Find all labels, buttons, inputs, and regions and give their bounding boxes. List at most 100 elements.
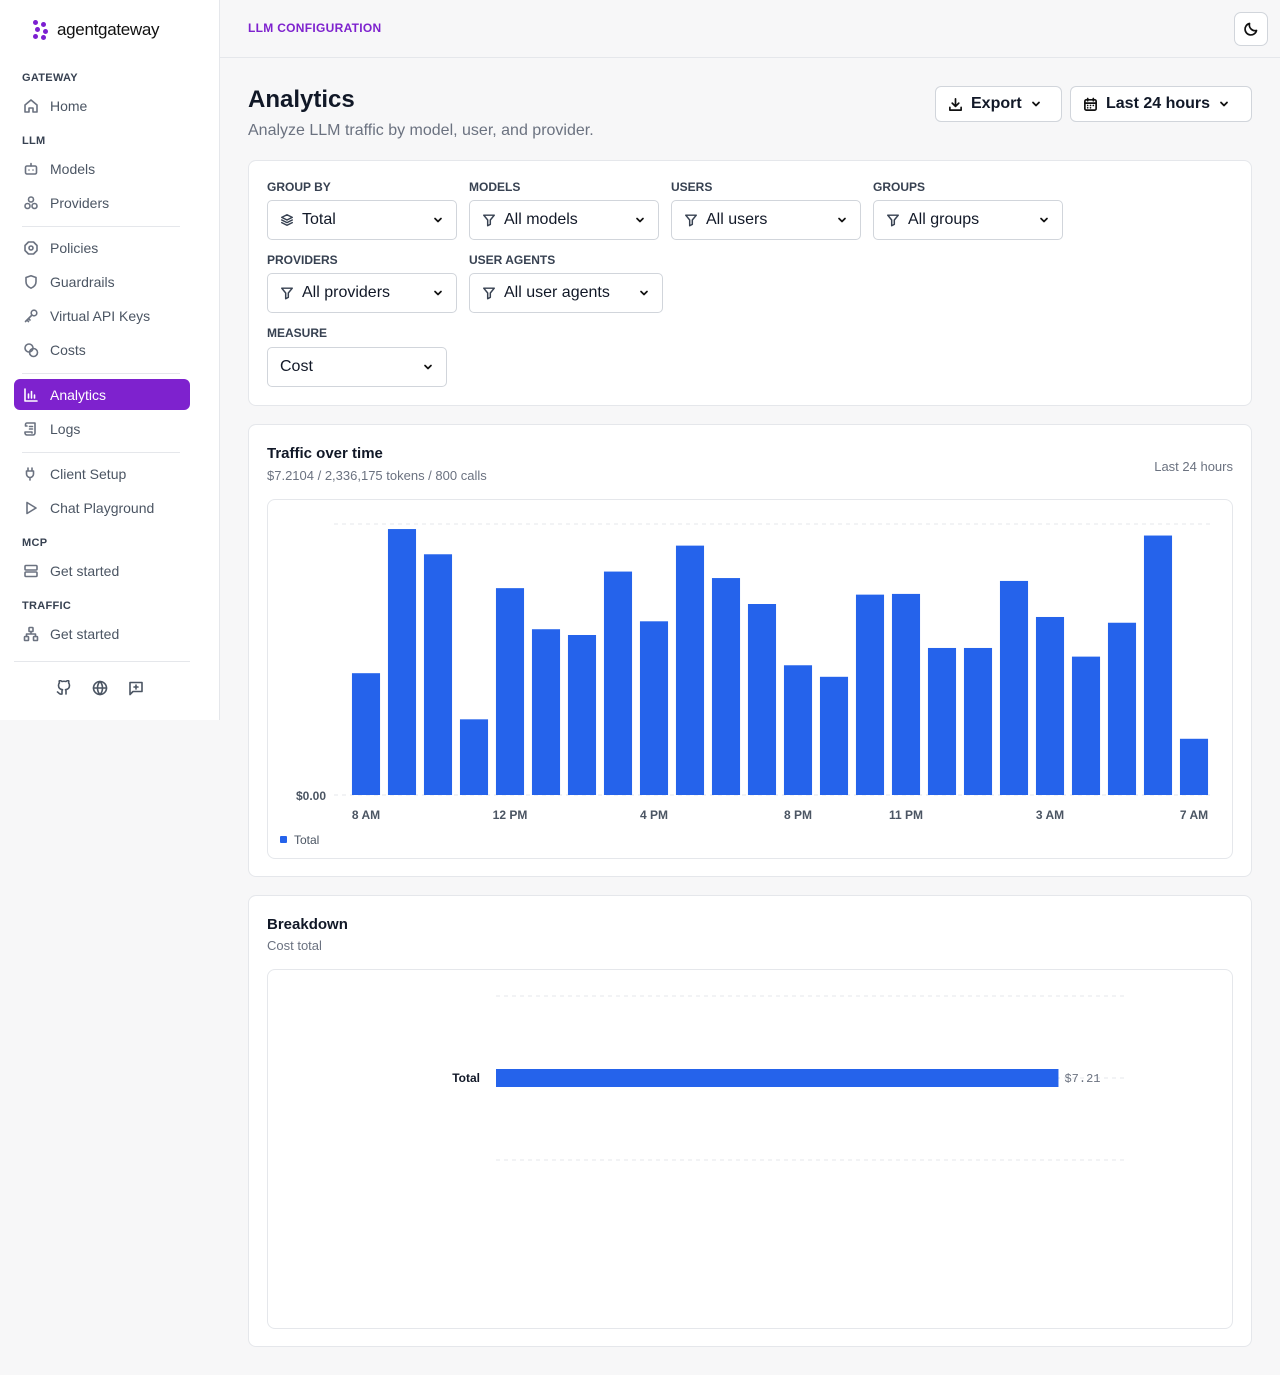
- category-label: Total: [452, 1071, 480, 1085]
- breakdown-bar: [496, 1069, 1059, 1087]
- measure-select[interactable]: Cost: [267, 347, 447, 387]
- sidebar-item-guardrails[interactable]: Guardrails: [14, 266, 190, 297]
- user-agents-value: All user agents: [504, 284, 610, 301]
- sidebar-item-providers[interactable]: Providers: [14, 187, 190, 218]
- users-label: USERS: [671, 180, 713, 194]
- chart-bar: [711, 578, 741, 795]
- chart-bar: [567, 634, 597, 795]
- boxes-icon: [24, 195, 38, 209]
- octagon-icon: [24, 240, 38, 255]
- brand-logo[interactable]: agentgateway: [33, 20, 160, 40]
- chevron-down-icon: [434, 217, 442, 223]
- page-title: Analytics: [248, 86, 355, 113]
- globe-icon[interactable]: [92, 680, 108, 701]
- measure-value: Cost: [280, 358, 313, 375]
- sidebar-footer: [56, 679, 144, 701]
- chart-bar: [855, 594, 885, 795]
- sidebar-divider: [22, 226, 180, 227]
- sidebar-item-label: Virtual API Keys: [50, 307, 151, 324]
- sidebar-item-analytics[interactable]: Analytics: [14, 379, 190, 410]
- traffic-title: Traffic over time: [267, 445, 383, 462]
- chart-bar: [459, 719, 489, 795]
- section-llm: LLM: [22, 135, 46, 147]
- sidebar-item-models[interactable]: Models: [14, 153, 190, 184]
- legend-swatch: [280, 836, 287, 843]
- chart-bar: [603, 571, 633, 795]
- legend-label: Total: [294, 833, 319, 847]
- brand-name: agentgateway: [57, 20, 160, 39]
- chart-bar: [783, 665, 813, 795]
- sidebar-item-virtual-api-keys[interactable]: Virtual API Keys: [14, 300, 190, 331]
- sidebar-item-logs[interactable]: Logs: [14, 413, 190, 444]
- section-gateway: GATEWAY: [22, 72, 78, 84]
- providers-label: PROVIDERS: [267, 253, 338, 267]
- filter-icon: [887, 214, 899, 227]
- theme-toggle-button[interactable]: [1234, 12, 1268, 46]
- y-tick-label: $0.00: [296, 789, 326, 803]
- chevron-down-icon: [640, 290, 648, 296]
- chart-bar: [495, 588, 525, 795]
- export-label: Export: [971, 95, 1022, 112]
- chart-bar: [1071, 656, 1101, 795]
- group-by-select[interactable]: Total: [267, 200, 457, 240]
- sidebar-item-chat-playground[interactable]: Chat Playground: [14, 492, 190, 523]
- breakdown-subtitle: Cost total: [267, 938, 322, 953]
- providers-select[interactable]: All providers: [267, 273, 457, 313]
- x-tick-label: 12 PM: [493, 808, 528, 822]
- chart-bar: [531, 629, 561, 795]
- sidebar-item-costs[interactable]: Costs: [14, 334, 190, 365]
- chart-bar: [1143, 535, 1173, 795]
- user-agents-select[interactable]: All user agents: [469, 273, 663, 313]
- x-tick-label: 7 AM: [1180, 808, 1208, 822]
- scroll-icon: [24, 421, 36, 436]
- sidebar-item-label: Guardrails: [50, 273, 115, 290]
- download-icon: [949, 97, 962, 111]
- user-agents-label: USER AGENTS: [469, 253, 556, 267]
- sidebar-item-traffic-get-started[interactable]: Get started: [14, 618, 190, 649]
- x-tick-label: 8 AM: [352, 808, 380, 822]
- filter-icon: [483, 287, 495, 300]
- export-button[interactable]: Export: [935, 86, 1062, 122]
- sidebar-item-label: Home: [50, 97, 88, 114]
- page-subtitle: Analyze LLM traffic by model, user, and …: [248, 122, 594, 139]
- chart-bar: [1107, 622, 1137, 795]
- breadcrumb[interactable]: LLM CONFIGURATION: [248, 21, 382, 35]
- chart-bar: [819, 676, 849, 795]
- sidebar-item-label: Client Setup: [50, 465, 127, 482]
- filters-card: GROUP BY Total MODELS All models USERS A…: [248, 160, 1252, 406]
- models-select[interactable]: All models: [469, 200, 659, 240]
- sidebar-item-home[interactable]: Home: [14, 90, 190, 121]
- github-icon[interactable]: [56, 679, 72, 701]
- models-value: All models: [504, 211, 578, 228]
- feedback-icon[interactable]: [128, 680, 144, 701]
- time-range-button[interactable]: Last 24 hours: [1070, 86, 1252, 122]
- chart-bar: [423, 554, 453, 795]
- groups-select[interactable]: All groups: [873, 200, 1063, 240]
- providers-value: All providers: [302, 284, 391, 301]
- filter-icon: [281, 287, 293, 300]
- time-range-label: Last 24 hours: [1106, 95, 1211, 112]
- chart-bar: [1179, 738, 1209, 795]
- chart-bar: [1035, 616, 1065, 795]
- chart-bar: [747, 604, 777, 795]
- sidebar-divider: [14, 661, 190, 662]
- sidebar-item-policies[interactable]: Policies: [14, 232, 190, 263]
- traffic-chart: $0.00 8 AM 12 PM 4 PM 8 PM 11 PM 3 AM 7 AM Total: [280, 523, 1212, 847]
- network-icon: [23, 626, 39, 641]
- sidebar-item-client-setup[interactable]: Client Setup: [14, 458, 190, 489]
- sidebar-item-label: Models: [50, 160, 96, 177]
- x-tick-label: 8 PM: [784, 808, 812, 822]
- bar-chart-icon: [24, 387, 38, 402]
- server-icon: [24, 564, 38, 577]
- coins-icon: [24, 342, 39, 357]
- chart-bar: [891, 593, 921, 795]
- x-tick-label: 4 PM: [640, 808, 668, 822]
- groups-value: All groups: [908, 211, 980, 228]
- sidebar-divider: [22, 373, 180, 374]
- users-select[interactable]: All users: [671, 200, 861, 240]
- traffic-summary: $7.2104 / 2,336,175 tokens / 800 calls: [267, 468, 487, 483]
- sidebar-item-mcp-get-started[interactable]: Get started: [14, 555, 190, 586]
- sidebar-item-label: Costs: [50, 341, 86, 358]
- chevron-down-icon: [1031, 101, 1040, 107]
- shield-icon: [25, 274, 37, 289]
